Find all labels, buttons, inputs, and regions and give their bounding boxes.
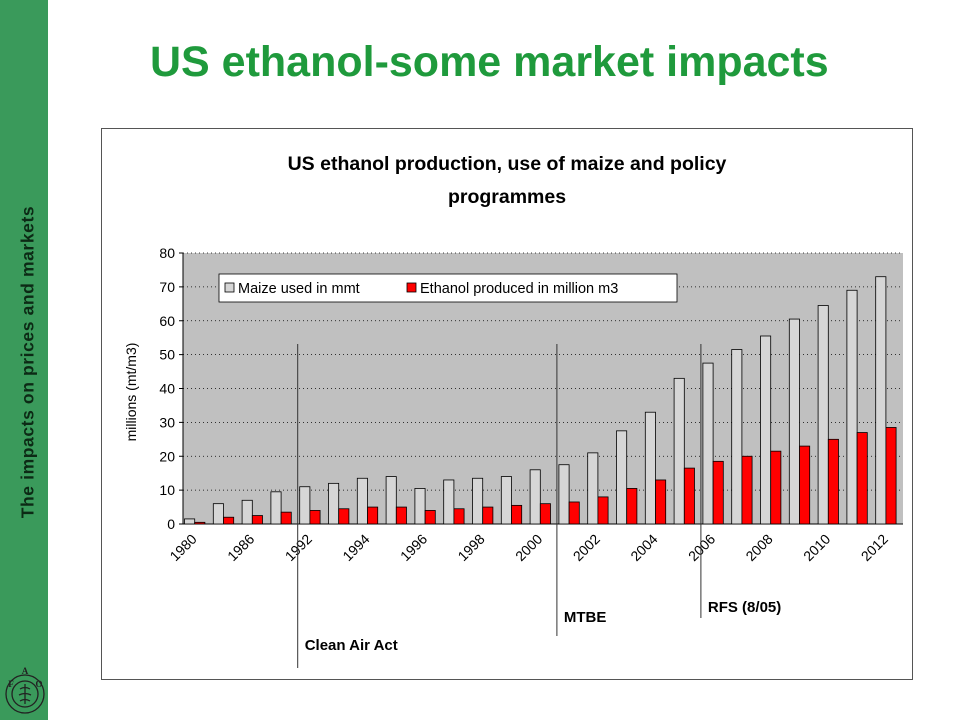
ethanol-bar — [799, 445, 811, 525]
ethanol-bar — [194, 521, 206, 525]
legend-swatch-ethanol — [406, 282, 417, 293]
slide-title: US ethanol-some market impacts — [150, 38, 829, 86]
ethanol-bar — [683, 467, 695, 525]
maize-bar — [184, 518, 196, 525]
ethanol-bar — [251, 515, 263, 525]
legend-label-ethanol: Ethanol produced in million m3 — [420, 281, 618, 297]
ethanol-bar — [482, 506, 494, 525]
maize-bar — [673, 377, 685, 525]
fao-letter-f: F — [8, 679, 14, 689]
x-tick-label: 1994 — [339, 531, 372, 564]
maize-bar — [500, 476, 512, 525]
x-tick-label: 2006 — [685, 531, 718, 564]
ethanol-bar — [338, 508, 350, 525]
chart-plot-group: 0 10 20 30 40 50 60 70 80 1980 1986 1992 1994 1996 199… — [159, 245, 903, 668]
maize-bar — [875, 276, 887, 525]
maize-bar — [356, 477, 368, 525]
x-tick-label: 2002 — [570, 531, 603, 564]
ethanol-bar — [511, 504, 523, 525]
y-tick-label: 60 — [159, 313, 175, 329]
fao-emblem-icon — [5, 674, 45, 714]
fao-logo: F A O — [5, 666, 45, 714]
chart-title-line-1: US ethanol production, use of maize and … — [288, 153, 727, 175]
maize-bar — [587, 452, 599, 525]
ethanol-bar — [453, 508, 465, 525]
x-tick-label: 2004 — [627, 531, 660, 564]
maize-bar — [616, 430, 628, 525]
ethanol-bar — [827, 438, 839, 525]
ethanol-bar — [280, 511, 292, 525]
ethanol-bar — [885, 427, 897, 525]
ethanol-bar — [539, 503, 551, 525]
maize-bar — [328, 482, 340, 525]
maize-bar — [385, 476, 397, 525]
maize-bar — [760, 335, 772, 525]
x-tick-label: 1992 — [282, 531, 315, 564]
x-tick-label: 1980 — [166, 531, 199, 564]
maize-bar — [299, 486, 311, 525]
legend-box — [218, 273, 678, 303]
fao-letter-a: A — [22, 666, 29, 676]
y-tick-label: 10 — [159, 482, 175, 498]
y-tick-label: 50 — [159, 347, 175, 363]
ethanol-bar — [856, 432, 868, 525]
maize-bar — [817, 305, 829, 525]
ethanol-bar — [367, 506, 379, 525]
maize-bar — [788, 318, 800, 525]
maize-bar — [443, 479, 455, 525]
ethanol-bar — [655, 479, 667, 525]
sidebar-band — [0, 0, 48, 720]
maize-bar — [644, 411, 656, 525]
maize-bar — [731, 349, 743, 525]
ethanol-bar — [568, 501, 580, 525]
x-tick-label: 1998 — [454, 531, 487, 564]
y-tick-label: 0 — [167, 516, 175, 532]
fao-letter-o: O — [35, 679, 42, 689]
ethanol-bar — [597, 496, 609, 525]
maize-bar — [702, 362, 714, 525]
y-tick-label: 70 — [159, 279, 175, 295]
maize-bar — [414, 488, 426, 525]
ethanol-bar — [395, 506, 407, 525]
y-tick-label: 40 — [159, 381, 175, 397]
legend-label-maize: Maize used in mmt — [238, 281, 360, 297]
ethanol-bar — [712, 460, 724, 525]
y-tick-label: 20 — [159, 448, 175, 464]
maize-bar — [472, 477, 484, 525]
x-tick-label: 2010 — [800, 531, 833, 564]
maize-bar — [846, 289, 858, 525]
y-tick-label: 30 — [159, 414, 175, 430]
maize-bar — [212, 503, 224, 525]
y-tick-label: 80 — [159, 245, 175, 261]
x-tick-label: 2012 — [858, 531, 891, 564]
chart-title-line-2: programmes — [448, 186, 566, 208]
maize-bar — [241, 499, 253, 525]
maize-bar — [558, 464, 570, 525]
ethanol-bar — [741, 455, 753, 525]
legend-swatch-maize — [224, 282, 235, 293]
ethanol-bar — [424, 510, 436, 525]
x-tick-label: 1996 — [397, 531, 430, 564]
x-tick-label: 2000 — [512, 531, 545, 564]
ethanol-bar — [223, 516, 235, 525]
maize-bar — [270, 491, 282, 525]
ethanol-bar — [770, 450, 782, 525]
x-tick-label: 1986 — [224, 531, 257, 564]
x-tick-label: 2008 — [742, 531, 775, 564]
y-axis-label: millions (mt/m3) — [123, 343, 139, 442]
policy-marker-label: MTBE — [564, 609, 607, 626]
ethanol-bar — [626, 488, 638, 525]
policy-marker-label: RFS (8/05) — [708, 599, 781, 616]
policy-marker-label: Clean Air Act — [305, 637, 398, 654]
ethanol-bar — [309, 510, 321, 525]
maize-bar — [529, 469, 541, 525]
